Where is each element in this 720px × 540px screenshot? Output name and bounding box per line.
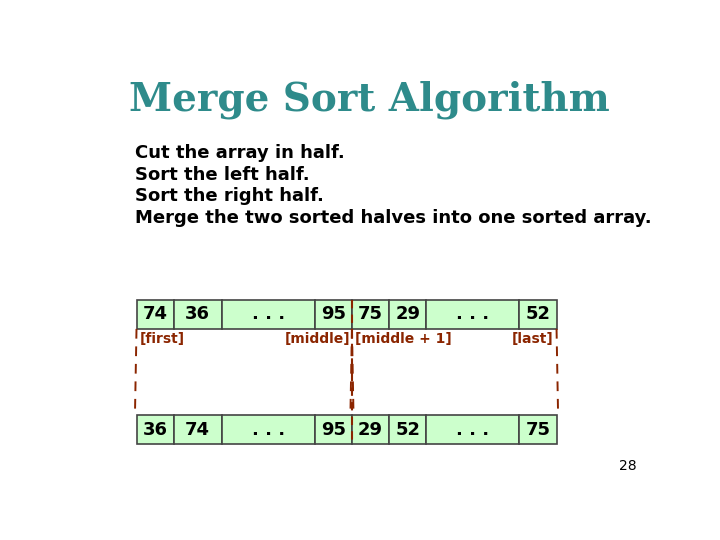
- Bar: [222, 415, 315, 444]
- Text: [last]: [last]: [512, 332, 554, 346]
- Bar: [137, 415, 174, 444]
- Bar: [352, 300, 389, 329]
- Text: . . .: . . .: [456, 305, 490, 323]
- Text: Sort the right half.: Sort the right half.: [135, 187, 324, 206]
- Text: Sort the left half.: Sort the left half.: [135, 166, 310, 184]
- Text: [middle + 1]: [middle + 1]: [355, 332, 452, 346]
- Bar: [519, 415, 557, 444]
- Text: 95: 95: [321, 421, 346, 439]
- Text: [first]: [first]: [140, 332, 185, 346]
- Text: 75: 75: [358, 305, 383, 323]
- Bar: [426, 300, 519, 329]
- Bar: [222, 300, 315, 329]
- Bar: [352, 415, 389, 444]
- Text: 74: 74: [185, 421, 210, 439]
- Bar: [389, 300, 426, 329]
- Text: 75: 75: [526, 421, 551, 439]
- Text: 29: 29: [395, 305, 420, 323]
- Text: 52: 52: [395, 421, 420, 439]
- Bar: [389, 415, 426, 444]
- Text: 29: 29: [358, 421, 383, 439]
- Text: Merge the two sorted halves into one sorted array.: Merge the two sorted halves into one sor…: [135, 209, 652, 227]
- Text: . . .: . . .: [252, 305, 285, 323]
- Bar: [315, 300, 352, 329]
- Text: 74: 74: [143, 305, 168, 323]
- Text: 36: 36: [143, 421, 168, 439]
- Text: 95: 95: [321, 305, 346, 323]
- Bar: [426, 415, 519, 444]
- Text: 36: 36: [185, 305, 210, 323]
- Bar: [174, 300, 222, 329]
- Bar: [137, 300, 174, 329]
- Text: . . .: . . .: [252, 421, 285, 439]
- Bar: [519, 300, 557, 329]
- Text: 28: 28: [618, 459, 636, 473]
- Text: [middle]: [middle]: [285, 332, 351, 346]
- Bar: [315, 415, 352, 444]
- Text: . . .: . . .: [456, 421, 490, 439]
- Text: Cut the array in half.: Cut the array in half.: [135, 144, 345, 163]
- Text: 52: 52: [526, 305, 551, 323]
- Text: Merge Sort Algorithm: Merge Sort Algorithm: [129, 80, 609, 119]
- Bar: [174, 415, 222, 444]
